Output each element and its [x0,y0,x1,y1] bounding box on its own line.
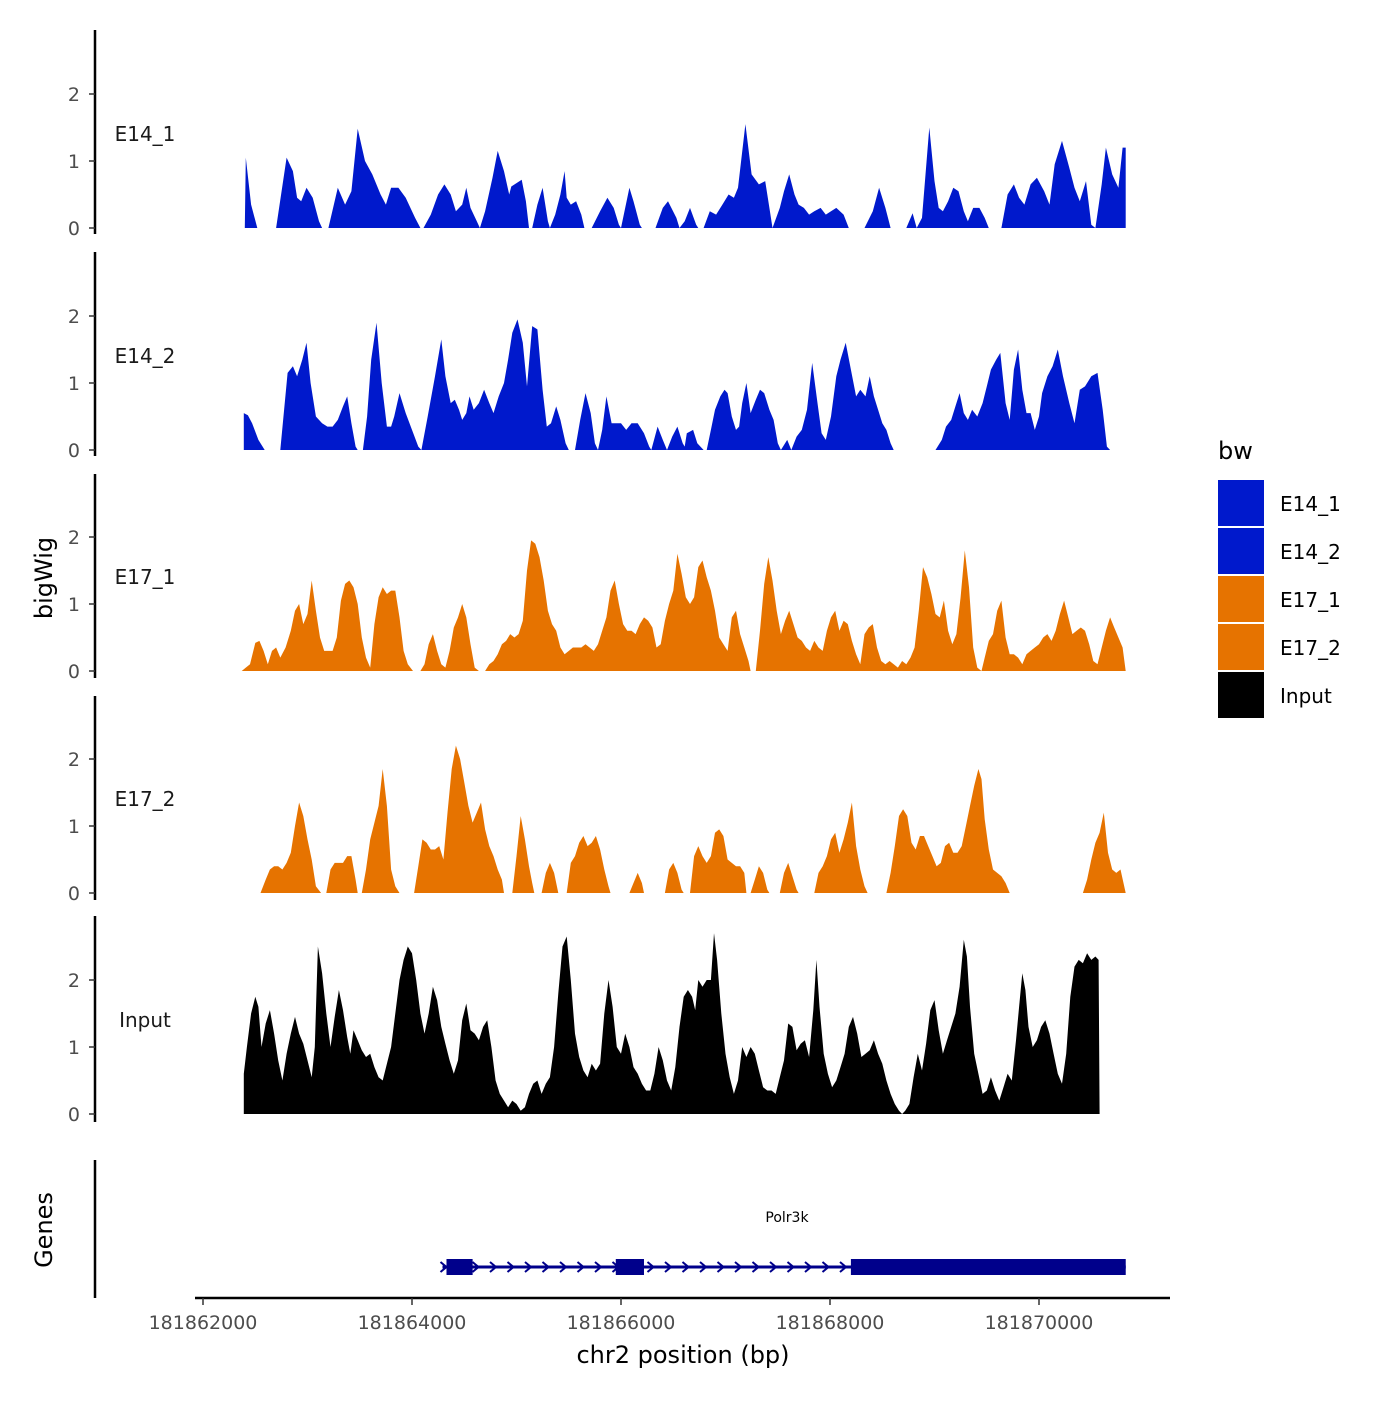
signal-tracks: 0 1 2 E14_1 0 1 2 E14_2 0 1 2 E17_1 0 1 2 E17_2 0 1 2 Input [68,30,1126,1126]
legend-swatch-Input [1218,672,1264,718]
strand-chevron [506,1261,516,1273]
y-tick-label: 0 [68,1104,80,1126]
y-axis-title: bigWig [30,537,58,619]
x-tick-label: 181862000 [149,1312,258,1334]
genes-axis-title: Genes [30,1192,58,1268]
x-axis: 181862000 181864000 181866000 181868000 1818… [149,1296,1170,1334]
strand-chevron [786,1261,796,1273]
strand-chevron [541,1261,551,1273]
y-tick-label: 0 [68,883,80,905]
y-tick-label: 1 [68,816,80,838]
strand-chevron [716,1261,726,1273]
track-E17_1: 0 1 2 E17_1 [68,474,1126,683]
strand-chevron [839,1261,848,1273]
strand-chevron [524,1261,533,1273]
y-tick-label: 0 [68,218,80,240]
signal-area-Input [243,933,1100,1114]
y-tick-label: 2 [68,306,80,328]
x-tick-label: 181868000 [776,1312,885,1334]
signal-area-E14_2 [243,319,1111,450]
signal-area-E14_1 [244,124,1126,228]
strand-chevron [751,1261,761,1273]
strand-chevron [576,1261,586,1273]
legend-label-E14_1: E14_1 [1280,492,1341,516]
strand-chevron [664,1261,673,1273]
track-label: Input [119,1008,171,1032]
legend-label-E17_1: E17_1 [1280,588,1341,612]
strand-chevron [734,1261,743,1273]
track-E14_2: 0 1 2 E14_2 [68,252,1111,462]
signal-area-E17_1 [241,540,1126,671]
legend-swatch-E14_1 [1218,480,1264,526]
legend-title: bw [1218,437,1253,465]
y-tick-label: 1 [68,594,80,616]
x-tick-label: 181870000 [985,1312,1094,1334]
legend-swatch-E17_1 [1218,576,1264,622]
track-label: E14_2 [115,344,176,368]
strand-chevron [489,1261,498,1273]
gene-track: Polr3k [93,1160,1126,1298]
strand-chevron [471,1261,481,1273]
legend-label-Input: Input [1280,684,1332,708]
signal-area-E17_2 [260,745,1126,893]
strand-chevron [681,1261,691,1273]
y-tick-label: 2 [68,84,80,106]
legend-swatch-E14_2 [1218,528,1264,574]
track-label: E17_2 [115,787,176,811]
legend-swatch-E17_2 [1218,624,1264,670]
legend-label-E14_2: E14_2 [1280,540,1341,564]
y-tick-label: 0 [68,440,80,462]
strand-chevron [699,1261,708,1273]
strand-chevron [821,1261,831,1273]
gene-exon [446,1259,473,1275]
strand-chevron [646,1261,656,1273]
track-label: E17_1 [115,565,176,589]
gene-exon [615,1259,644,1275]
y-tick-label: 1 [68,1037,80,1059]
y-tick-label: 2 [68,527,80,549]
legend-label-E17_2: E17_2 [1280,636,1341,660]
strand-chevron [769,1261,778,1273]
y-tick-label: 1 [68,151,80,173]
gene-name-label: Polr3k [765,1210,809,1226]
legend: bw E14_1 E14_2 E17_1 E17_2 Input [1218,437,1341,718]
y-tick-label: 0 [68,661,80,683]
gene-exon [850,1259,1126,1275]
x-tick-label: 181866000 [567,1312,676,1334]
track-E17_2: 0 1 2 E17_2 [68,696,1126,905]
track-label: E14_1 [115,122,176,146]
strand-chevron [594,1261,603,1273]
y-tick-label: 1 [68,373,80,395]
y-tick-label: 2 [68,970,80,992]
x-axis-title: chr2 position (bp) [576,1341,789,1369]
track-Input: 0 1 2 Input [68,916,1100,1126]
x-tick-label: 181864000 [358,1312,467,1334]
strand-chevron [804,1261,813,1273]
y-tick-label: 2 [68,749,80,771]
track-E14_1: 0 1 2 E14_1 [68,30,1126,240]
strand-chevron [559,1261,568,1273]
